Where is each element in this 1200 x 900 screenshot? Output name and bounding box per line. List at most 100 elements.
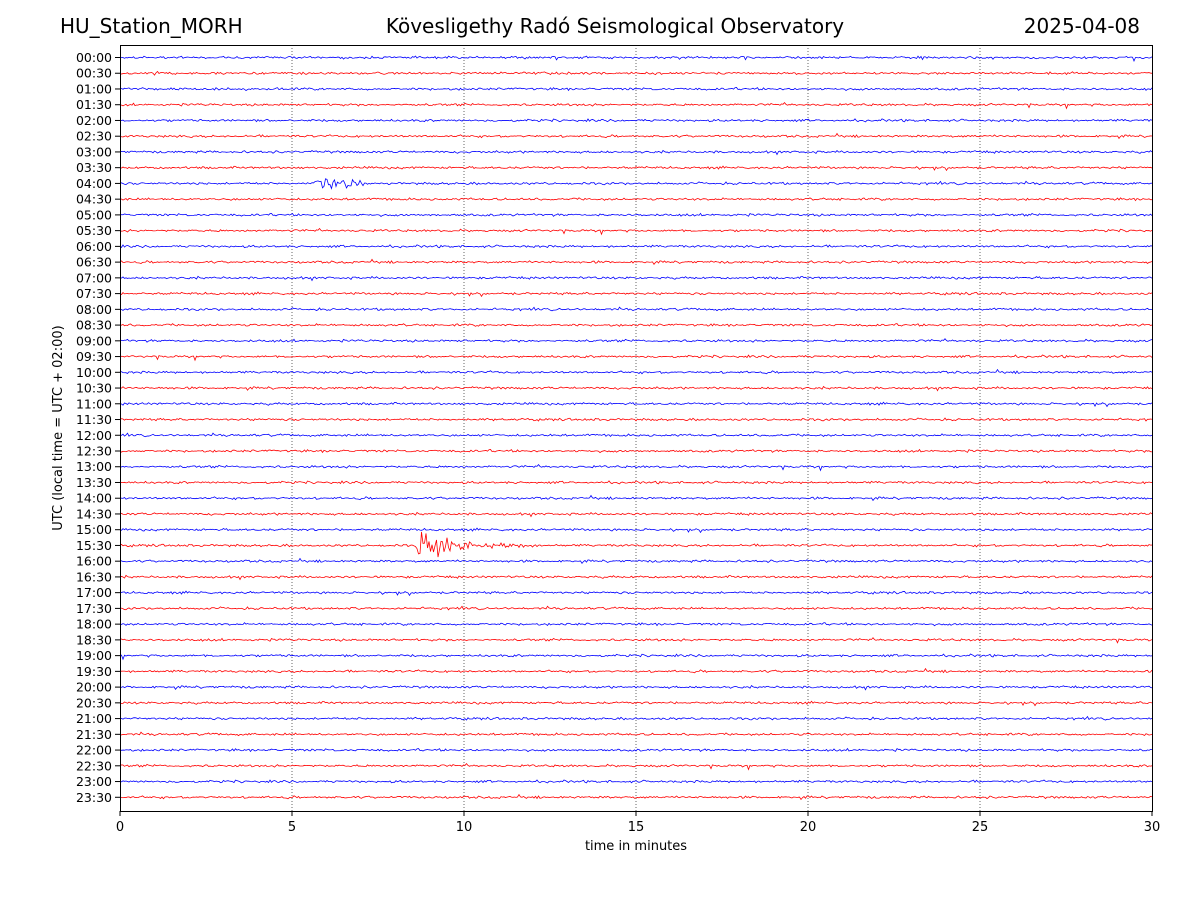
trace-1900 (119, 653, 1153, 661)
y-tick-label: 21:00 (76, 711, 112, 726)
y-tick-label: 08:30 (76, 318, 112, 333)
y-tick-label: 13:30 (76, 475, 112, 490)
trace-2330 (119, 793, 1153, 801)
x-tick-label: 25 (972, 820, 989, 835)
y-tick-label: 02:30 (76, 129, 112, 144)
y-tick-label: 14:00 (76, 491, 112, 506)
y-tick-label: 20:30 (76, 695, 112, 710)
y-tick-label: 14:30 (76, 506, 112, 521)
trace-1230 (119, 448, 1153, 454)
trace-2200 (119, 747, 1153, 753)
trace-0530 (119, 227, 1153, 236)
y-tick-label: 19:00 (76, 648, 112, 663)
y-tick-label: 00:30 (76, 66, 112, 81)
chart-date: 2025-04-08 (1023, 14, 1140, 38)
trace-1700 (119, 590, 1153, 597)
trace-0100 (119, 87, 1153, 92)
trace-0800 (119, 306, 1153, 312)
trace-0430 (119, 197, 1153, 202)
y-tick-label: 01:00 (76, 81, 112, 96)
y-tick-label: 07:00 (76, 270, 112, 285)
trace-1800 (119, 622, 1153, 627)
y-tick-label: 17:30 (76, 601, 112, 616)
y-tick-label: 06:30 (76, 255, 112, 270)
y-tick-label: 15:30 (76, 538, 112, 553)
y-tick-label: 03:00 (76, 144, 112, 159)
trace-0600 (119, 244, 1153, 249)
plot-frame (120, 45, 1153, 812)
trace-0400 (119, 178, 1153, 190)
trace-1430 (119, 511, 1153, 518)
y-tick-label: 19:30 (76, 664, 112, 679)
trace-2130 (119, 731, 1153, 737)
chart-title: Kövesligethy Radó Seismological Observat… (385, 14, 845, 38)
y-tick-label: 07:30 (76, 286, 112, 301)
trace-1930 (119, 667, 1153, 674)
trace-2030 (119, 700, 1153, 707)
x-tick-label: 30 (1144, 820, 1161, 835)
trace-0930 (119, 354, 1153, 362)
y-tick-label: 13:00 (76, 459, 112, 474)
y-tick-label: 08:00 (76, 302, 112, 317)
trace-1830 (119, 637, 1153, 644)
y-tick-label: 18:30 (76, 632, 112, 647)
trace-2000 (119, 684, 1153, 691)
trace-2100 (119, 715, 1153, 721)
y-tick-label: 11:00 (76, 396, 112, 411)
trace-0230 (119, 132, 1153, 140)
trace-0200 (119, 118, 1153, 123)
x-tick-label: 15 (628, 820, 645, 835)
y-tick-label: 20:00 (76, 680, 112, 695)
trace-0000 (119, 55, 1153, 62)
trace-0030 (119, 70, 1153, 76)
station-name: HU_Station_MORH (60, 14, 243, 38)
trace-1730 (119, 605, 1153, 611)
trace-1030 (119, 385, 1153, 392)
x-tick-label: 10 (456, 820, 473, 835)
trace-layer (119, 55, 1153, 801)
trace-1200 (119, 432, 1153, 438)
trace-0830 (119, 323, 1153, 328)
y-tick-label: 11:30 (76, 412, 112, 427)
y-tick-label: 10:30 (76, 381, 112, 396)
trace-0130 (119, 101, 1153, 110)
trace-1600 (119, 557, 1153, 565)
y-tick-label: 16:00 (76, 554, 112, 569)
y-tick-label: 09:00 (76, 333, 112, 348)
trace-0700 (119, 275, 1153, 282)
y-tick-label: 12:00 (76, 428, 112, 443)
y-tick-label: 03:30 (76, 160, 112, 175)
trace-1530 (119, 531, 1153, 558)
y-tick-label: 09:30 (76, 349, 112, 364)
y-tick-label: 22:00 (76, 743, 112, 758)
y-tick-label: 02:00 (76, 113, 112, 128)
x-tick-label: 5 (288, 820, 296, 835)
trace-1400 (119, 494, 1153, 502)
trace-1300 (119, 463, 1153, 472)
grid-layer (291, 45, 981, 811)
y-axis-label: UTC (local time = UTC + 02:00) (51, 325, 66, 530)
trace-0900 (119, 338, 1153, 343)
y-tick-label: 22:30 (76, 758, 112, 773)
y-tick-label: 21:30 (76, 727, 112, 742)
x-tick-label: 0 (116, 820, 124, 835)
trace-1330 (119, 480, 1153, 485)
trace-1000 (119, 368, 1153, 375)
y-tick-label: 23:00 (76, 774, 112, 789)
y-tick-label: 05:00 (76, 207, 112, 222)
y-tick-label: 05:30 (76, 223, 112, 238)
x-tick-label: 20 (800, 820, 817, 835)
y-tick-label: 18:00 (76, 617, 112, 632)
trace-1630 (119, 574, 1153, 581)
trace-0630 (119, 258, 1153, 265)
trace-0500 (119, 212, 1153, 217)
trace-0330 (119, 165, 1153, 172)
trace-1500 (119, 527, 1153, 534)
y-tick-label: 17:00 (76, 585, 112, 600)
trace-2230 (119, 763, 1153, 771)
x-axis-label: time in minutes (585, 839, 687, 854)
trace-2300 (119, 779, 1153, 784)
y-tick-label: 06:00 (76, 239, 112, 254)
